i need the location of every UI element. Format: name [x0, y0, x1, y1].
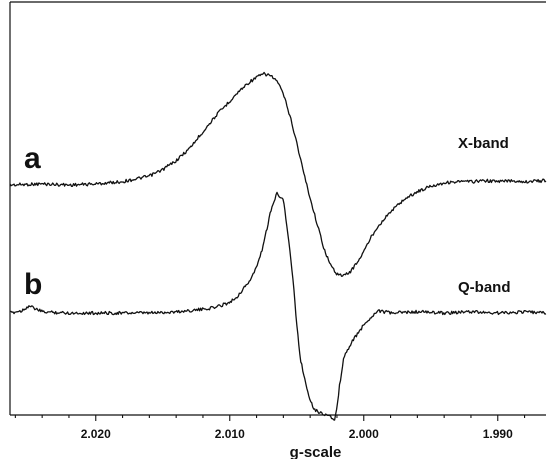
x-axis-title: g-scale — [290, 444, 342, 459]
band-label-a: X-band — [458, 135, 509, 152]
trace-b — [9, 191, 547, 421]
trace-label-a: a — [24, 142, 41, 175]
x-ticks: 2.020 2.010 2.000 1.990 — [14, 415, 526, 441]
band-label-b: Q-band — [458, 279, 511, 296]
x-tick-label: 2.010 — [215, 427, 245, 441]
series-b: b Q-band — [9, 191, 547, 421]
x-tick-label: 2.000 — [349, 427, 379, 441]
x-tick-label: 1.990 — [483, 427, 513, 441]
x-tick-label: 2.020 — [81, 427, 111, 441]
trace-a — [9, 71, 547, 277]
trace-label-b: b — [24, 268, 42, 301]
series-a: a X-band — [9, 71, 547, 277]
series-group: a X-band b Q-band — [9, 71, 547, 421]
axes — [9, 1, 546, 416]
